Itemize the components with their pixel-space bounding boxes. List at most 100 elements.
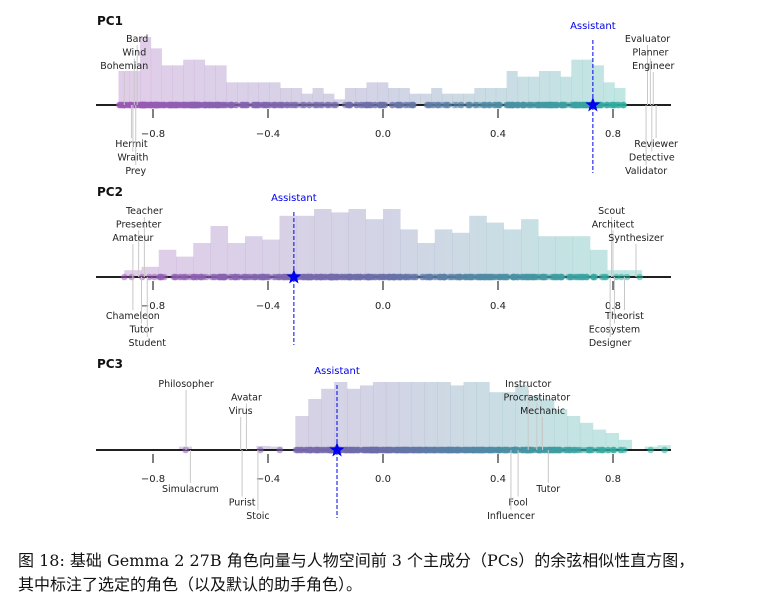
data-point <box>524 101 532 109</box>
x-tick-label: 0.0 <box>375 474 391 485</box>
assistant-star-icon <box>329 442 345 457</box>
data-point <box>552 101 559 109</box>
data-point <box>345 273 353 281</box>
annotation-label: Synthesizer <box>608 233 664 244</box>
annotation-label: Architect <box>592 220 635 231</box>
annotation-label: Amateur <box>112 233 153 244</box>
x-tick-label: 0.0 <box>375 301 391 312</box>
data-point <box>572 101 580 109</box>
histogram-bar <box>372 382 387 450</box>
histogram-bar <box>549 71 561 105</box>
histogram-bar <box>247 82 259 105</box>
data-point <box>326 101 333 109</box>
pc-histogram-figure: PC1 −0.8 −0.4 0.0 0.4 0.8 Bard Wind Bohemian Herm… <box>96 14 678 522</box>
data-point <box>257 446 264 454</box>
data-point <box>212 101 220 109</box>
x-tick-label: −0.4 <box>256 301 280 312</box>
x-tick-label: −0.8 <box>141 474 165 485</box>
annotation-label: Ecosystem <box>589 325 640 336</box>
histogram-bar <box>129 71 141 105</box>
annotation-label: Designer <box>589 338 632 349</box>
data-point <box>578 446 585 454</box>
data-point <box>503 273 510 281</box>
data-point <box>367 273 375 281</box>
data-point <box>564 446 572 454</box>
histogram-bar <box>592 429 607 450</box>
histogram-bar <box>502 392 516 450</box>
histogram-bar <box>398 88 410 105</box>
annotation-label: Reviewer <box>634 139 678 150</box>
data-point <box>387 273 395 281</box>
histogram-bar <box>400 229 418 277</box>
histogram-bar <box>314 209 332 277</box>
data-point <box>618 446 625 454</box>
histogram-bar <box>409 93 421 105</box>
data-point <box>238 101 245 109</box>
data-point <box>359 446 366 454</box>
data-point <box>380 101 388 109</box>
histogram-bar <box>355 88 367 105</box>
data-point <box>164 101 171 109</box>
annotation-label: Instructor <box>505 379 551 390</box>
data-point <box>661 446 668 454</box>
data-point <box>332 101 340 109</box>
data-point <box>441 273 448 281</box>
data-point <box>138 273 146 281</box>
data-point <box>323 446 330 454</box>
histogram-bar <box>618 439 632 450</box>
data-point <box>515 101 522 109</box>
data-point <box>353 101 361 109</box>
x-tick-label: −0.4 <box>256 129 280 140</box>
histogram-bar <box>486 222 505 277</box>
data-point <box>341 101 349 109</box>
data-point <box>444 101 452 109</box>
data-point <box>193 273 200 281</box>
data-point <box>598 273 606 281</box>
data-point <box>299 446 307 454</box>
annotation-label: Bard <box>126 34 148 45</box>
data-point <box>372 273 379 281</box>
histogram-bar <box>172 65 184 105</box>
annotation-label: Philosopher <box>158 379 213 390</box>
data-point <box>455 273 463 281</box>
data-point <box>139 101 146 109</box>
data-point <box>543 273 551 281</box>
data-point <box>337 273 345 281</box>
histogram-bar <box>193 243 211 277</box>
assistant-star-icon <box>585 97 601 112</box>
annotation-label: Wind <box>122 48 146 59</box>
data-point <box>126 101 134 109</box>
data-point <box>496 101 503 109</box>
data-point <box>242 273 250 281</box>
histogram-bar <box>431 88 443 105</box>
assistant-label: Assistant <box>271 193 317 204</box>
histogram-bar <box>506 71 518 105</box>
data-point <box>388 446 395 454</box>
histogram-bar <box>321 388 335 450</box>
histogram-bar <box>262 239 280 277</box>
histogram-bar <box>204 65 216 105</box>
data-point <box>526 273 534 281</box>
data-point <box>157 273 165 281</box>
data-point <box>545 446 553 454</box>
histogram-bar <box>503 229 522 277</box>
data-point <box>556 446 564 454</box>
data-point <box>535 273 543 281</box>
data-point <box>177 273 185 281</box>
histogram-bar <box>411 382 425 450</box>
histogram-bar <box>463 93 475 105</box>
histogram-bar <box>193 59 206 105</box>
data-point <box>121 273 128 281</box>
histogram-bar <box>301 93 313 105</box>
data-point <box>609 446 616 454</box>
histogram-bar <box>398 382 413 450</box>
histogram-bar <box>441 93 454 105</box>
histogram-bar <box>256 445 270 450</box>
data-point <box>276 273 283 281</box>
histogram-bar <box>607 270 625 277</box>
histogram-bar <box>237 82 249 105</box>
histogram-bar <box>183 59 195 105</box>
data-point <box>588 446 596 454</box>
data-point <box>307 446 315 454</box>
data-point <box>426 446 434 454</box>
